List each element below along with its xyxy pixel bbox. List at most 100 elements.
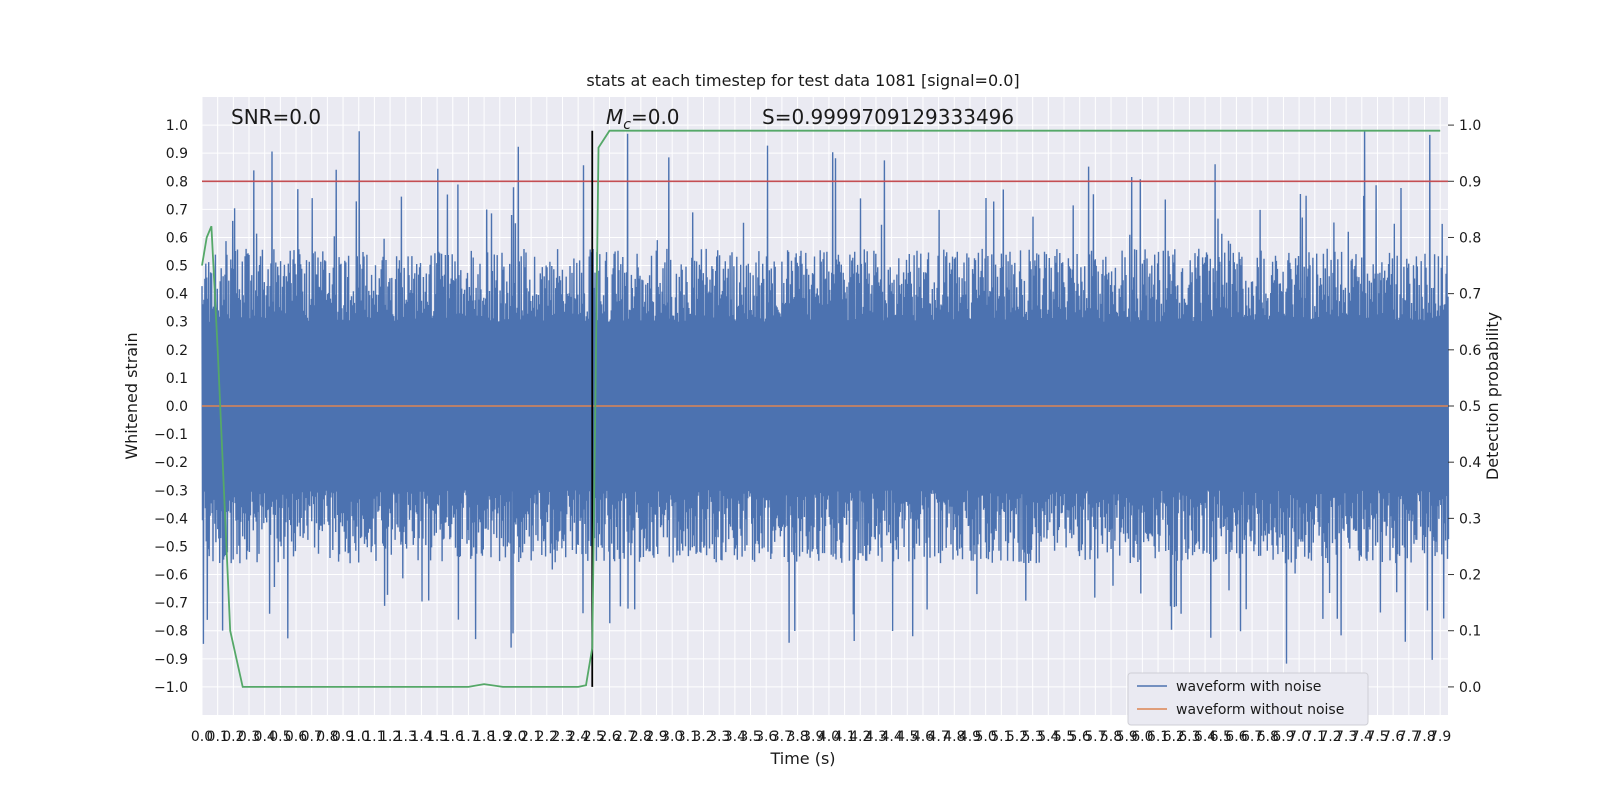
x-tick-label: 0.8	[316, 729, 338, 745]
x-tick-label: 7.7	[1398, 729, 1420, 745]
x-tick-label: 7.4	[1351, 729, 1373, 745]
y-tick-label: −0.4	[154, 511, 188, 527]
x-tick-label: 7.6	[1382, 729, 1404, 745]
y-tick-label: −1.0	[154, 680, 188, 696]
series-detection-probability	[201, 129, 1441, 688]
x-tick-label: 7.3	[1335, 729, 1357, 745]
legend: waveform with noise waveform without noi…	[1127, 672, 1369, 726]
x-tick-label: 1.0	[348, 729, 370, 745]
x-tick-label: 0.3	[238, 729, 260, 745]
x-tick-label: 3.4	[724, 729, 746, 745]
y-tick-label: −0.9	[154, 652, 188, 668]
x-tick-label: 5.7	[1084, 729, 1106, 745]
x-tick-label: 6.0	[1131, 729, 1153, 745]
snr-annotation: SNR=0.0	[231, 105, 321, 129]
x-tick-label: 7.2	[1319, 729, 1341, 745]
y2-tick-label: 0.3	[1459, 511, 1481, 527]
x-tick-label: 5.6	[1069, 729, 1091, 745]
x-tick-label: 1.6	[442, 729, 464, 745]
x-tick-label: 0.6	[285, 729, 307, 745]
x-tick-label: 3.8	[786, 729, 808, 745]
x-tick-label: 2.3	[551, 729, 573, 745]
x-tick-label: 6.2	[1163, 729, 1185, 745]
x-tick-label: 3.3	[708, 729, 730, 745]
x-tick-label: 5.9	[1116, 729, 1138, 745]
y-tick-label: 0.3	[166, 315, 188, 331]
x-tick-label: 3.1	[677, 729, 699, 745]
x-tick-label: 3.9	[802, 729, 824, 745]
x-tick-label: 5.8	[1100, 729, 1122, 745]
legend-box	[1127, 672, 1369, 726]
x-tick-label: 1.1	[363, 729, 385, 745]
mc-symbol: M	[606, 105, 623, 129]
x-tick-label: 2.5	[583, 729, 605, 745]
x-tick-label: 4.5	[896, 729, 918, 745]
y2-tick-label: 0.0	[1459, 680, 1481, 696]
x-tick-label: 2.6	[598, 729, 620, 745]
x-tick-label: 4.6	[912, 729, 934, 745]
x-tick-label: 7.5	[1366, 729, 1388, 745]
x-tick-label: 3.2	[692, 729, 714, 745]
x-tick-label: 0.7	[301, 729, 323, 745]
y2-axis-ticks: 1.0 0.9 0.8 0.7 0.6 0.5 0.4 0.3 0.2 0.1 0.0	[1448, 118, 1481, 696]
x-tick-label: 1.5	[426, 729, 448, 745]
y2-tick-label: 1.0	[1459, 118, 1481, 134]
x-tick-label: 6.1	[1147, 729, 1169, 745]
y-axis-label: Whitened strain	[122, 332, 141, 459]
x-tick-label: 5.3	[1022, 729, 1044, 745]
x-axis-label: Time (s)	[769, 749, 835, 768]
x-tick-label: 6.4	[1194, 729, 1216, 745]
y-tick-label: 0.0	[166, 399, 188, 415]
x-tick-label: 0.2	[222, 729, 244, 745]
mc-annotation: Mc=0.0	[606, 105, 680, 133]
y-tick-label: 0.2	[166, 343, 188, 359]
x-tick-label: 1.4	[410, 729, 432, 745]
x-tick-label: 2.8	[630, 729, 652, 745]
x-tick-label: 7.1	[1304, 729, 1326, 745]
y-tick-label: −0.1	[154, 427, 188, 443]
x-tick-label: 2.0	[504, 729, 526, 745]
x-tick-label: 1.9	[489, 729, 511, 745]
y-tick-label: 0.9	[166, 146, 188, 162]
x-tick-label: 2.1	[520, 729, 542, 745]
x-axis-ticks: 0.00.10.20.30.40.50.60.70.80.91.01.11.21…	[191, 729, 1451, 745]
x-tick-label: 5.2	[1006, 729, 1028, 745]
y-tick-label: 0.5	[166, 259, 188, 275]
x-tick-label: 4.9	[959, 729, 981, 745]
x-tick-label: 3.0	[661, 729, 683, 745]
legend-label-waveform-without-noise: waveform without noise	[1176, 702, 1344, 718]
x-tick-label: 6.9	[1272, 729, 1294, 745]
y2-tick-label: 0.6	[1459, 343, 1481, 359]
x-tick-label: 2.4	[567, 729, 589, 745]
x-tick-label: 4.1	[833, 729, 855, 745]
y-tick-label: −0.2	[154, 455, 188, 471]
y2-tick-label: 0.7	[1459, 287, 1481, 303]
y2-tick-label: 0.5	[1459, 399, 1481, 415]
x-tick-label: 5.5	[1053, 729, 1075, 745]
x-tick-label: 2.9	[645, 729, 667, 745]
y-tick-label: 0.4	[166, 287, 188, 303]
y-tick-label: −0.6	[154, 568, 188, 584]
x-tick-label: 0.0	[191, 729, 213, 745]
y2-axis-label: Detection probability	[1483, 312, 1502, 480]
x-tick-label: 6.3	[1178, 729, 1200, 745]
y2-tick-label: 0.9	[1459, 174, 1481, 190]
y2-tick-label: 0.1	[1459, 624, 1481, 640]
x-tick-label: 0.5	[269, 729, 291, 745]
x-tick-label: 7.8	[1413, 729, 1435, 745]
y2-tick-label: 0.4	[1459, 455, 1481, 471]
x-tick-label: 0.9	[332, 729, 354, 745]
x-tick-label: 2.7	[614, 729, 636, 745]
x-tick-label: 5.1	[990, 729, 1012, 745]
x-tick-label: 3.6	[755, 729, 777, 745]
y-tick-label: −0.8	[154, 624, 188, 640]
x-tick-label: 4.4	[880, 729, 902, 745]
x-tick-label: 1.3	[395, 729, 417, 745]
x-tick-label: 4.2	[849, 729, 871, 745]
x-tick-label: 7.0	[1288, 729, 1310, 745]
y-tick-label: 0.1	[166, 371, 188, 387]
legend-label-waveform-with-noise: waveform with noise	[1176, 679, 1321, 695]
x-tick-label: 4.7	[927, 729, 949, 745]
s-annotation: S=0.9999709129333496	[762, 105, 1014, 129]
